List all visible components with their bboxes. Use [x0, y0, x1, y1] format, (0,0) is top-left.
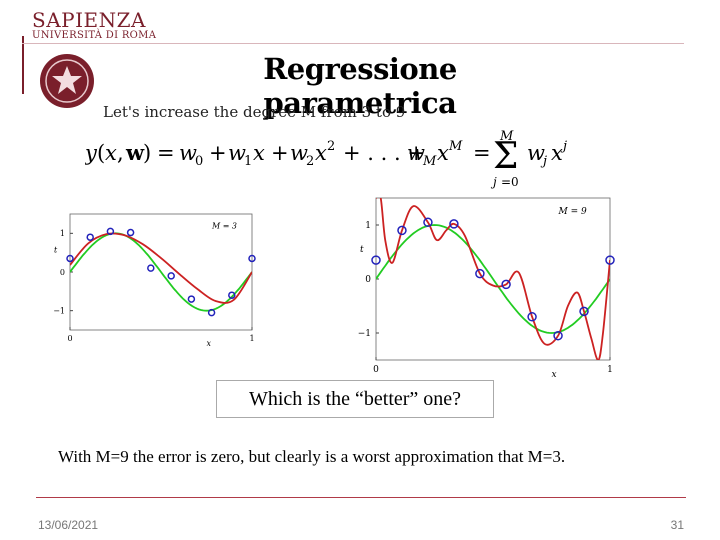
svg-text:M: M	[499, 129, 514, 144]
data-point	[397, 225, 407, 236]
svg-text:=: =	[157, 141, 175, 165]
footer-rule	[36, 497, 686, 498]
slide-subtitle: Let's increase the degree M from 3 to 9	[103, 103, 406, 121]
svg-text:x: x	[551, 141, 563, 165]
svg-text:1: 1	[244, 154, 252, 169]
page-number: 31	[670, 518, 684, 532]
y-tick-label: −1	[53, 306, 65, 315]
model-label: M = 9	[558, 207, 587, 217]
slide-title: Regressione parametrica	[263, 52, 457, 120]
y-tick-label: 0	[365, 275, 371, 285]
header-rule	[22, 43, 684, 44]
university-logo: SAPIENZA UNIVERSITÀ DI ROMA	[32, 8, 156, 41]
svg-text:j: j	[560, 139, 567, 154]
fit-curve	[70, 232, 252, 304]
logo-main-text: SAPIENZA	[32, 8, 146, 32]
svg-text:(: (	[97, 141, 105, 165]
data-point	[147, 264, 155, 272]
model-label: M = 3	[211, 221, 237, 230]
svg-text:w: w	[290, 141, 308, 165]
svg-text:M: M	[448, 139, 463, 154]
svg-text:x: x	[437, 141, 449, 165]
svg-text:w: w	[179, 141, 197, 165]
logo-sub-text: UNIVERSITÀ DI ROMA	[32, 30, 157, 41]
svg-text:+: +	[209, 141, 227, 165]
data-point	[207, 308, 216, 317]
data-point	[66, 254, 74, 263]
x-tick-label: 0	[373, 365, 379, 375]
svg-text:): )	[143, 141, 151, 165]
y-axis-label: t	[54, 246, 58, 255]
conclusion-text: With M=9 the error is zero, but clearly …	[58, 447, 566, 466]
y-tick-label: −1	[358, 329, 371, 339]
svg-text:0: 0	[195, 154, 203, 169]
svg-text:w: w	[527, 141, 545, 165]
y-tick-label: 0	[60, 268, 65, 277]
data-point	[423, 217, 433, 228]
svg-text:x: x	[253, 141, 265, 165]
data-point	[86, 233, 94, 241]
data-point	[527, 312, 537, 322]
svg-text:+: +	[271, 141, 289, 165]
question-box: Which is the “better” one?	[216, 380, 494, 418]
y-axis-label: t	[360, 245, 364, 255]
svg-text:+ . . . +: + . . . +	[343, 141, 425, 165]
data-point	[501, 279, 511, 290]
data-point	[187, 295, 196, 303]
data-point	[605, 255, 615, 265]
x-axis-label: x	[552, 370, 557, 380]
svg-text:=: =	[473, 141, 491, 165]
plot-m3: −1 0 1 0 1 x t M = 3	[53, 213, 256, 348]
svg-text:w: w	[125, 140, 145, 165]
data-point	[553, 330, 563, 341]
svg-text:x: x	[315, 141, 327, 165]
svg-text:x: x	[105, 141, 117, 165]
brand-vertical-rule	[22, 36, 24, 94]
polynomial-formula: y ( x , w ) = w 0 + w 1 x + w 2 x 2 + . …	[85, 129, 567, 189]
data-point	[106, 227, 115, 236]
university-seal-icon	[40, 54, 94, 108]
data-point	[126, 228, 135, 237]
svg-text:,: ,	[117, 141, 124, 165]
x-tick-label: 1	[249, 334, 254, 343]
y-tick-label: 1	[60, 229, 65, 238]
data-point	[167, 272, 175, 280]
svg-text:j: j	[540, 154, 547, 169]
data-point	[248, 254, 256, 263]
y-tick-label: 1	[365, 221, 371, 231]
data-point	[449, 219, 459, 229]
svg-text:w: w	[228, 141, 246, 165]
data-point	[371, 255, 381, 265]
plot-m9: −1 0 1 0 1 x t M = 9	[358, 197, 615, 380]
svg-text:y: y	[85, 141, 98, 165]
x-axis-label: x	[207, 339, 212, 348]
svg-text:Σ: Σ	[493, 136, 518, 177]
fit-curve	[376, 198, 610, 360]
data-point	[228, 291, 236, 299]
svg-text:w: w	[407, 141, 425, 165]
svg-text:=0: =0	[501, 175, 519, 189]
truth-curve	[376, 224, 610, 334]
data-point	[579, 306, 589, 317]
svg-text:2: 2	[306, 154, 314, 169]
footer-date: 13/06/2021	[38, 518, 99, 532]
x-tick-label: 0	[67, 334, 72, 343]
x-tick-label: 1	[607, 365, 613, 375]
data-point	[475, 268, 485, 279]
svg-text:j: j	[490, 175, 497, 189]
svg-text:M: M	[422, 154, 437, 169]
truth-curve	[70, 232, 252, 312]
svg-text:2: 2	[327, 139, 335, 154]
